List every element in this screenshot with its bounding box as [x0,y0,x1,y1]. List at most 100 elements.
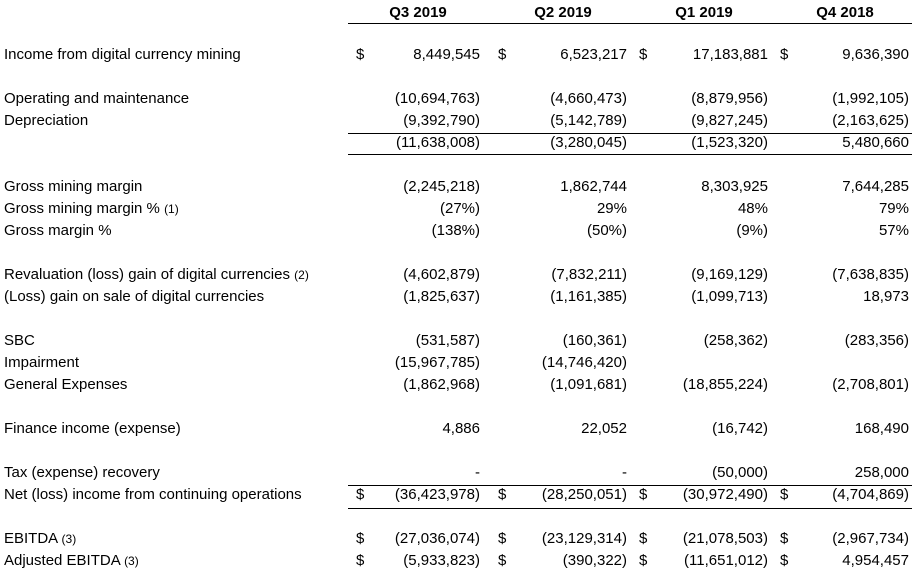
cell-value: (1,825,637) [403,288,480,305]
header-rule [348,23,912,24]
cell-value: (27,036,074) [394,530,480,547]
table-row: Operating and maintenance (10,694,763) (4,… [0,89,914,109]
table-row: Impairment (15,967,785) (14,746,420) [0,353,914,373]
row-label-text: (Loss) gain on sale of digital currencie… [4,288,265,305]
cell-value: (9,392,790) [403,112,480,129]
cell-value: 7,644,285 [842,178,909,195]
currency-symbol: $ [356,552,365,569]
currency-symbol: $ [356,530,365,547]
cell-value: (7,832,211) [551,266,627,283]
cell-value: (531,587) [415,332,480,349]
cell-value: (16,742) [712,420,768,437]
footnote-ref: (3) [124,554,139,568]
cell-value: - [475,464,480,481]
row-label: SBC [4,331,35,351]
cell-value: (4,660,473) [550,90,627,107]
net-income-top-rule [348,485,912,486]
row-label: Operating and maintenance [4,89,189,109]
table-row: SBC (531,587) (160,361) (258,362) (283,356) [0,331,914,351]
column-header-q1-2019: Q1 2019 [675,4,733,21]
cell-value: (1,992,105) [832,90,909,107]
cell-value: (28,250,051) [541,486,627,503]
cell-value: 29% [596,200,627,217]
cell-value: (1,862,968) [403,376,480,393]
cell-value: (7,638,835) [832,266,909,283]
row-label-text: General Expenses [4,376,128,393]
currency-symbol: $ [780,486,789,503]
row-label-text: Adjusted EBITDA [4,552,125,569]
cell-value: 79% [878,200,909,217]
cell-value: (390,322) [562,552,627,569]
row-label: Net (loss) income from continuing operat… [4,485,302,505]
currency-symbol: $ [780,46,789,63]
table-row: Gross margin % (138%) (50%) (9%) 57% [0,221,914,241]
cell-value: (283,356) [844,332,909,349]
subtotal-bottom-rule [348,154,912,155]
cell-value: (9%) [736,222,768,239]
cell-value: 48% [737,200,768,217]
cell-value: 5,480,660 [842,134,909,151]
cell-value: (8,879,956) [691,90,768,107]
row-label: Income from digital currency mining [4,45,241,65]
currency-symbol: $ [498,552,507,569]
cell-value: (15,967,785) [394,354,480,371]
row-label-text: Income from digital currency mining [4,46,241,63]
cell-value: (9,169,129) [691,266,768,283]
cell-value: (1,523,320) [691,134,768,151]
row-label: Gross mining margin % (1) [4,199,179,219]
cell-value: (3,280,045) [550,134,627,151]
row-label-text: SBC [4,332,35,349]
cell-value: 4,954,457 [842,552,909,569]
row-label: Gross margin % [4,221,112,241]
table-row: Depreciation (9,392,790) (5,142,789) (9,827… [0,111,914,131]
table-row: (11,638,008) (3,280,045) (1,523,320) 5,480,… [0,133,914,153]
cell-value: (30,972,490) [682,486,768,503]
cell-value: (11,638,008) [396,134,480,151]
row-label: Impairment [4,353,79,373]
currency-symbol: $ [639,46,648,63]
row-label: Tax (expense) recovery [4,463,160,483]
row-label: Finance income (expense) [4,419,181,439]
cell-value: (1,099,713) [691,288,768,305]
cell-value: (2,245,218) [403,178,480,195]
cell-value: (5,142,789) [550,112,627,129]
cell-value: 8,449,545 [413,46,480,63]
table-row: (Loss) gain on sale of digital currencie… [0,287,914,307]
currency-symbol: $ [498,486,507,503]
cell-value: (4,704,869) [832,486,909,503]
row-label-text: Gross mining margin [4,178,143,195]
currency-symbol: $ [639,552,648,569]
footnote-ref: (3) [61,532,77,546]
cell-value: (160,361) [562,332,627,349]
cell-value: (50,000) [712,464,768,481]
currency-symbol: $ [356,486,365,503]
row-label-text: EBITDA [4,530,62,547]
table-row: Gross mining margin (2,245,218) 1,862,744 8… [0,177,914,197]
currency-symbol: $ [498,530,507,547]
cell-value: (10,694,763) [394,90,480,107]
table-row: Tax (expense) recovery - - (50,000) 258,000 [0,463,914,483]
row-label-text: Tax (expense) recovery [4,464,160,481]
cell-value: (258,362) [703,332,768,349]
cell-value: 1,862,744 [560,178,627,195]
cell-value: (138%) [431,222,480,239]
currency-symbol: $ [780,552,789,569]
row-label-text: Impairment [4,354,80,371]
column-header-q3-2019: Q3 2019 [389,4,447,21]
row-label: Gross mining margin [4,177,142,197]
column-header-q4-2018: Q4 2018 [816,4,874,21]
cell-value: (4,602,879) [403,266,480,283]
table-row: General Expenses (1,862,968) (1,091,681) (1… [0,375,914,395]
row-label: Revaluation (loss) gain of digital curre… [4,265,309,285]
row-label-text: Revaluation (loss) gain of digital curre… [4,266,295,283]
cell-value: (2,967,734) [832,530,909,547]
cell-value: (18,855,224) [682,376,768,393]
currency-symbol: $ [780,530,789,547]
row-label-text: Depreciation [4,112,89,129]
cell-value: (23,129,314) [541,530,627,547]
cell-value: (2,708,801) [832,376,909,393]
row-label: (Loss) gain on sale of digital currencie… [4,287,264,307]
row-label-text: Gross margin % [4,222,112,239]
cell-value: 8,303,925 [701,178,768,195]
footnote-ref: (2) [294,268,309,282]
